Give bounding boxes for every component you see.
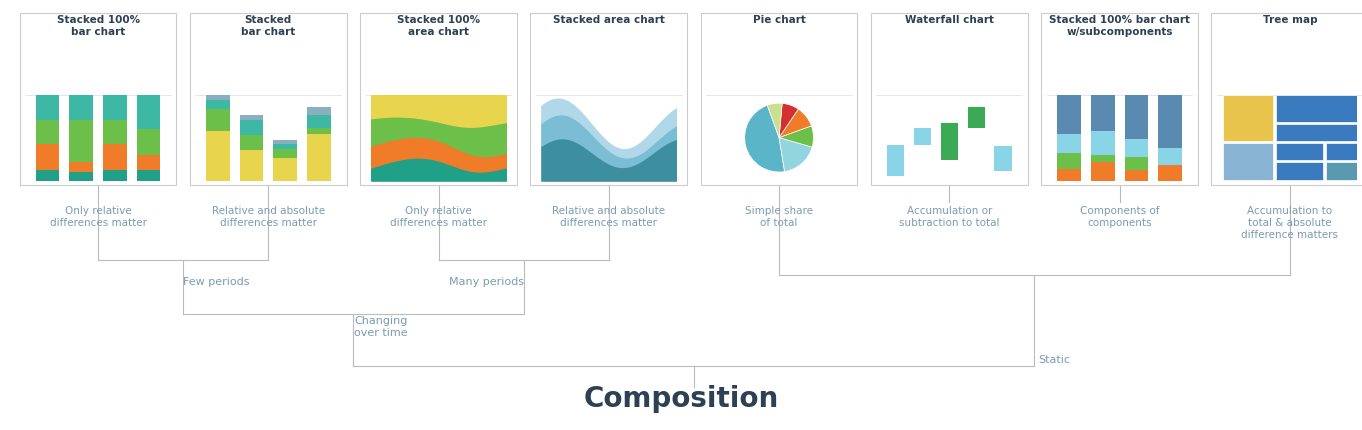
Bar [35,144,60,170]
Bar [104,170,127,181]
Bar [1091,131,1114,155]
Bar [1158,148,1182,165]
Bar [1057,153,1081,169]
Bar [1223,143,1273,180]
Text: Few periods: Few periods [183,277,249,287]
Bar [240,120,263,135]
FancyBboxPatch shape [191,13,346,185]
Text: Many periods: Many periods [448,277,523,287]
Text: Stacked 100%
bar chart: Stacked 100% bar chart [56,15,140,37]
Text: Accumulation to
total & absolute
difference matters: Accumulation to total & absolute differe… [1241,206,1339,240]
Bar [104,144,127,170]
Bar [136,170,161,181]
Bar [994,146,1012,171]
Bar [104,95,127,120]
Text: Components of
components: Components of components [1080,206,1159,228]
Text: Simple share
of total: Simple share of total [745,206,813,228]
Text: Static: Static [1038,355,1069,365]
FancyBboxPatch shape [19,13,177,185]
Bar [274,140,297,144]
Text: Pie chart: Pie chart [753,15,805,25]
Text: Tree map: Tree map [1263,15,1317,25]
Wedge shape [745,105,785,172]
Bar [1325,162,1357,180]
Bar [1125,95,1148,139]
Bar [1276,162,1323,180]
Text: Only relative
differences matter: Only relative differences matter [390,206,488,228]
FancyBboxPatch shape [1212,13,1362,185]
Bar [35,95,60,120]
Bar [206,109,230,132]
FancyBboxPatch shape [700,13,858,185]
Bar [274,144,297,149]
Bar [69,162,93,172]
Bar [206,95,230,99]
Bar [967,107,985,128]
Bar [240,116,263,120]
Bar [1158,95,1182,148]
Bar [240,150,263,181]
Text: Stacked
bar chart: Stacked bar chart [241,15,296,37]
Text: Only relative
differences matter: Only relative differences matter [49,206,147,228]
Bar [35,170,60,181]
Text: Waterfall chart: Waterfall chart [904,15,994,25]
Bar [1276,143,1323,160]
Text: Accumulation or
subtraction to total: Accumulation or subtraction to total [899,206,1000,228]
Bar [1091,155,1114,162]
Wedge shape [767,103,782,138]
Text: Stacked 100% bar chart
w/subcomponents: Stacked 100% bar chart w/subcomponents [1049,15,1190,37]
Bar [136,155,161,170]
FancyBboxPatch shape [531,13,688,185]
Bar [1223,95,1273,141]
Bar [1057,169,1081,181]
Text: Composition: Composition [583,385,779,413]
Bar [240,135,263,150]
Bar [1125,170,1148,181]
Bar [206,132,230,181]
Bar [306,134,331,181]
Wedge shape [779,138,812,172]
Text: Relative and absolute
differences matter: Relative and absolute differences matter [211,206,326,228]
Bar [104,120,127,144]
Bar [1158,165,1182,181]
Bar [69,120,93,162]
Bar [1125,157,1148,170]
Wedge shape [779,103,798,138]
FancyBboxPatch shape [1041,13,1197,185]
Bar [1276,95,1357,122]
Bar [1091,95,1114,131]
Bar [306,107,331,116]
Bar [306,128,331,134]
Text: Changing
over time: Changing over time [354,316,407,338]
Bar [274,159,297,181]
Bar [206,99,230,109]
Bar [887,145,904,176]
Bar [941,123,957,160]
Bar [1091,162,1114,181]
FancyBboxPatch shape [360,13,518,185]
Bar [1057,95,1081,134]
Text: Stacked area chart: Stacked area chart [553,15,665,25]
Bar [1276,124,1357,141]
Bar [69,95,93,120]
Bar [306,116,331,128]
Bar [136,129,161,155]
Bar [1057,134,1081,153]
Wedge shape [779,126,813,147]
Bar [914,128,932,145]
Bar [136,95,161,129]
Bar [274,149,297,159]
Bar [35,120,60,144]
Text: Relative and absolute
differences matter: Relative and absolute differences matter [552,206,666,228]
Bar [1125,139,1148,157]
Bar [69,172,93,181]
Wedge shape [779,109,812,138]
Bar [1325,143,1357,160]
Text: Stacked 100%
area chart: Stacked 100% area chart [396,15,481,37]
FancyBboxPatch shape [870,13,1027,185]
